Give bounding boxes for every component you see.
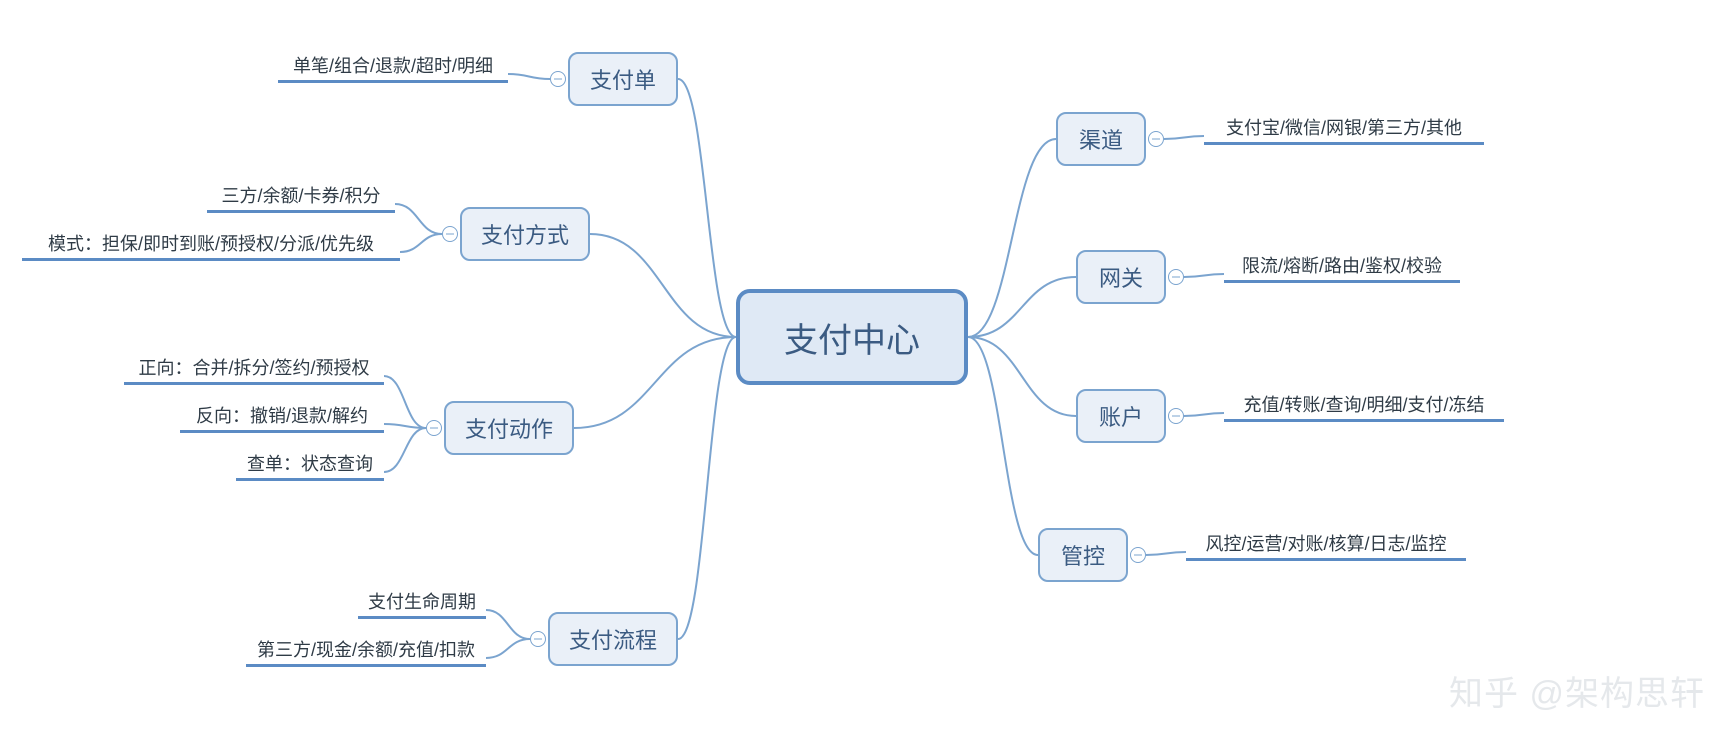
leaf-node: 查单：状态查询: [236, 450, 384, 481]
branch-node-pay_order: 支付单: [568, 52, 678, 106]
branch-node-pay_method: 支付方式: [460, 207, 590, 261]
leaf-label: 查单：状态查询: [247, 450, 373, 476]
leaf-label: 三方/余额/卡券/积分: [221, 182, 380, 208]
root-node: 支付中心: [736, 289, 968, 385]
branch-node-gateway: 网关: [1076, 250, 1166, 304]
leaf-label: 充值/转账/查询/明细/支付/冻结: [1243, 391, 1484, 417]
leaf-node: 支付宝/微信/网银/第三方/其他: [1204, 114, 1484, 145]
collapse-toggle-icon[interactable]: [550, 71, 566, 87]
branch-label: 账户: [1099, 400, 1143, 432]
leaf-label: 风控/运营/对账/核算/日志/监控: [1205, 530, 1446, 556]
collapse-toggle-icon[interactable]: [426, 420, 442, 436]
leaf-node: 限流/熔断/路由/鉴权/校验: [1224, 252, 1460, 283]
collapse-toggle-icon[interactable]: [1148, 131, 1164, 147]
branch-label: 网关: [1099, 261, 1143, 293]
leaf-label: 支付生命周期: [368, 588, 476, 614]
branch-node-control: 管控: [1038, 528, 1128, 582]
leaf-node: 第三方/现金/余额/充值/扣款: [246, 636, 486, 667]
leaf-node: 支付生命周期: [358, 588, 486, 619]
leaf-label: 正向：合并/拆分/签约/预授权: [138, 354, 369, 380]
leaf-label: 第三方/现金/余额/充值/扣款: [257, 636, 475, 662]
leaf-label: 限流/熔断/路由/鉴权/校验: [1242, 252, 1442, 278]
branch-node-pay_action: 支付动作: [444, 401, 574, 455]
root-label: 支付中心: [784, 313, 920, 362]
collapse-toggle-icon[interactable]: [1168, 269, 1184, 285]
collapse-toggle-icon[interactable]: [530, 631, 546, 647]
branch-node-pay_flow: 支付流程: [548, 612, 678, 666]
branch-label: 支付动作: [465, 412, 553, 444]
branch-label: 渠道: [1079, 123, 1123, 155]
leaf-label: 模式：担保/即时到账/预授权/分派/优先级: [48, 230, 374, 256]
leaf-node: 模式：担保/即时到账/预授权/分派/优先级: [22, 230, 400, 261]
leaf-label: 单笔/组合/退款/超时/明细: [293, 52, 493, 78]
branch-label: 支付单: [590, 63, 656, 95]
leaf-label: 反向：撤销/退款/解约: [196, 402, 368, 428]
collapse-toggle-icon[interactable]: [1130, 547, 1146, 563]
branch-label: 支付方式: [481, 218, 569, 250]
leaf-node: 单笔/组合/退款/超时/明细: [278, 52, 508, 83]
leaf-label: 支付宝/微信/网银/第三方/其他: [1226, 114, 1462, 140]
leaf-node: 反向：撤销/退款/解约: [180, 402, 384, 433]
watermark: 知乎 @架构思轩: [1449, 666, 1705, 715]
leaf-node: 充值/转账/查询/明细/支付/冻结: [1224, 391, 1504, 422]
branch-node-channel: 渠道: [1056, 112, 1146, 166]
collapse-toggle-icon[interactable]: [442, 226, 458, 242]
collapse-toggle-icon[interactable]: [1168, 408, 1184, 424]
branch-label: 管控: [1061, 539, 1105, 571]
branch-node-account: 账户: [1076, 389, 1166, 443]
leaf-node: 正向：合并/拆分/签约/预授权: [124, 354, 384, 385]
leaf-node: 风控/运营/对账/核算/日志/监控: [1186, 530, 1466, 561]
branch-label: 支付流程: [569, 623, 657, 655]
leaf-node: 三方/余额/卡券/积分: [207, 182, 395, 213]
